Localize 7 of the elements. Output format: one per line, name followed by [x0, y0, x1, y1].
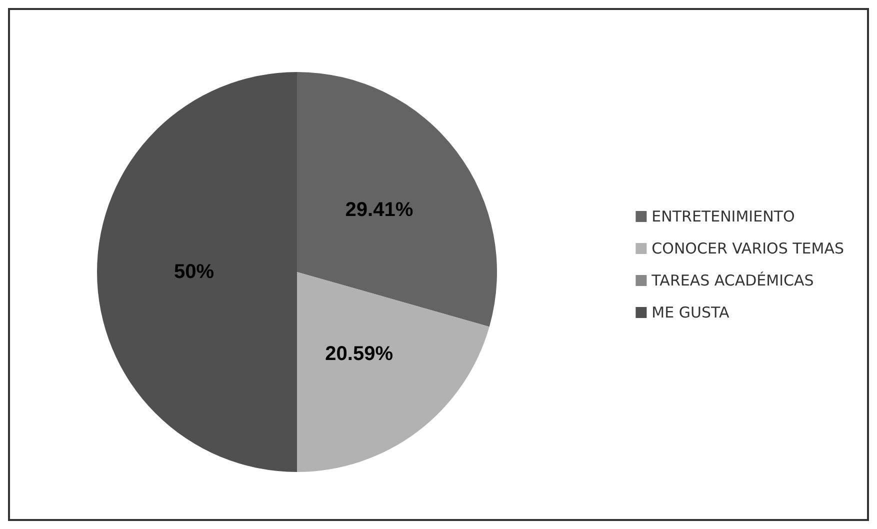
legend-label: CONOCER VARIOS TEMAS [652, 240, 844, 258]
legend-label: ME GUSTA [652, 304, 730, 322]
legend-label: ENTRETENIMIENTO [652, 208, 795, 226]
data-label: 20.59% [325, 343, 394, 366]
legend-label: TAREAS ACADÉMICAS [650, 272, 814, 290]
data-label: 29.41% [345, 198, 414, 221]
data-label: 50% [174, 261, 214, 283]
